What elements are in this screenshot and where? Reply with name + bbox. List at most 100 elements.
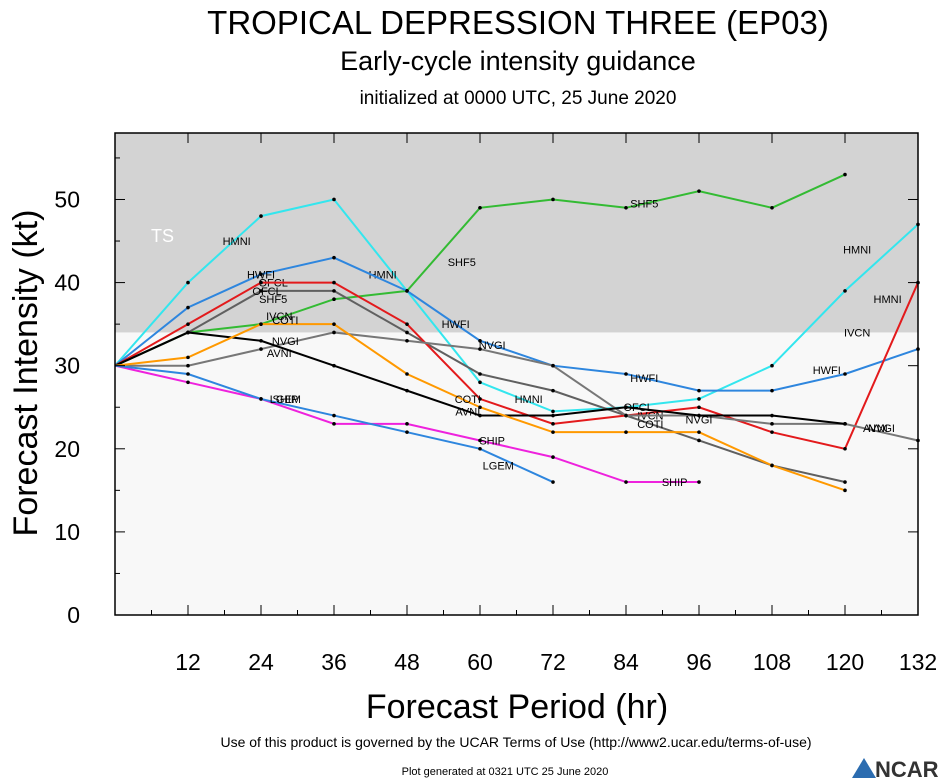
data-point [332, 413, 336, 418]
series-lgem: LGEM LGEM [114, 364, 555, 484]
series-label: LGEM [270, 394, 301, 406]
data-point [478, 397, 482, 401]
data-point [478, 405, 482, 410]
series-label: SHF5 [448, 257, 476, 269]
series-label: NVGI [479, 340, 506, 352]
data-point [697, 430, 701, 434]
plot-generated-note: Plot generated at 0321 UTC 25 June 2020 [402, 766, 609, 778]
data-point [697, 397, 701, 401]
series-label: SHF5 [259, 294, 287, 306]
data-point [843, 446, 847, 451]
data-point [405, 430, 409, 434]
y-tick-label: 10 [54, 519, 80, 545]
data-point [405, 422, 409, 426]
series-label: NVGI [868, 423, 895, 435]
series-hwfi: HWFI HWFI HWFI HWFI [114, 255, 920, 393]
data-point [186, 322, 190, 326]
data-point [624, 205, 628, 210]
data-point [551, 430, 555, 434]
series-label: IVCN [266, 311, 292, 323]
data-point [843, 422, 847, 426]
ncar-logo: NCAR [852, 757, 939, 780]
series-layer: HMNIHMNIHMNIHMNIHMNISHF5SHF5SHF5HWFIHWFI… [114, 172, 920, 493]
data-point [843, 289, 847, 293]
y-tick-label: 40 [54, 270, 80, 296]
data-point [186, 372, 190, 376]
series-label: HMNI [223, 236, 251, 248]
data-point [259, 280, 263, 285]
data-point [332, 280, 336, 285]
series-label: SHF5 [630, 199, 658, 211]
series-label: HWFI [630, 373, 658, 385]
series-coti: COTI COTI COTI [114, 315, 847, 493]
data-point [186, 363, 190, 368]
series-label: LGEM [483, 460, 514, 472]
data-point [259, 347, 263, 351]
below-ts-band [115, 332, 918, 615]
data-point [697, 189, 701, 193]
series-line [114, 256, 919, 392]
data-point [624, 480, 628, 484]
series-label: HWFI [813, 365, 841, 377]
data-point [697, 480, 701, 484]
series-label: OFCL [252, 286, 281, 298]
data-point [332, 363, 336, 368]
data-point [551, 197, 555, 202]
series-label: AVNI [863, 423, 888, 435]
data-point [405, 388, 409, 393]
series-line [114, 281, 919, 450]
data-point [697, 438, 701, 443]
tropical-storm-band [115, 133, 918, 333]
y-tick-label: 30 [54, 353, 80, 379]
series-label: HMNI [369, 269, 397, 281]
series-label: HWFI [247, 269, 275, 281]
y-tick-label: 20 [54, 436, 80, 462]
series-label: HMNI [874, 294, 902, 306]
series-label: SHIP [479, 435, 505, 447]
data-point [405, 330, 409, 335]
x-tick-label: 72 [540, 649, 566, 675]
series-line [114, 198, 919, 413]
data-point [332, 330, 336, 335]
data-point [478, 347, 482, 351]
data-point [186, 280, 190, 285]
data-point [332, 322, 336, 326]
data-point [551, 480, 555, 484]
data-point [332, 255, 336, 260]
series-label: COTI [455, 394, 481, 406]
data-point [551, 409, 555, 414]
data-point [551, 422, 555, 426]
x-tick-label: 96 [686, 649, 712, 675]
series-avni: AVNI AVNI AVNI [114, 330, 888, 435]
series-label: HMNI [515, 394, 543, 406]
series-label: COTI [272, 315, 298, 327]
data-point [259, 214, 263, 218]
data-point [551, 455, 555, 459]
data-point [770, 205, 774, 210]
data-point [770, 388, 774, 393]
data-point [478, 338, 482, 343]
data-point [478, 380, 482, 385]
data-point [551, 413, 555, 418]
data-point [405, 372, 409, 376]
x-tick-label: 36 [321, 649, 347, 675]
y-tick-label: 50 [54, 186, 80, 212]
series-label: NVGI [686, 415, 713, 427]
series-nvgi: NVGI NVGI NVGI NVGI [115, 330, 920, 443]
x-axis-title: Forecast Period (hr) [366, 688, 668, 726]
terms-of-use-note: Use of this product is governed by the U… [220, 734, 811, 750]
data-point [186, 380, 190, 385]
data-point [770, 463, 774, 468]
data-point [478, 446, 482, 451]
data-point [697, 388, 701, 393]
data-point [186, 305, 190, 310]
data-point [405, 322, 409, 326]
x-tick-label: 108 [753, 649, 791, 675]
axis-ticks: 12 24 36 48 60 72 84 96 108 120 132 0 10 20 30 40 50 [54, 133, 937, 675]
data-point [843, 372, 847, 376]
data-point [259, 338, 263, 343]
plot-area: TS HMNIHMNIHMNIHMNIHMNISHF5SHF5SHF5HWFIH… [54, 132, 937, 675]
series-label: NVGI [272, 336, 299, 348]
data-point [478, 205, 482, 210]
